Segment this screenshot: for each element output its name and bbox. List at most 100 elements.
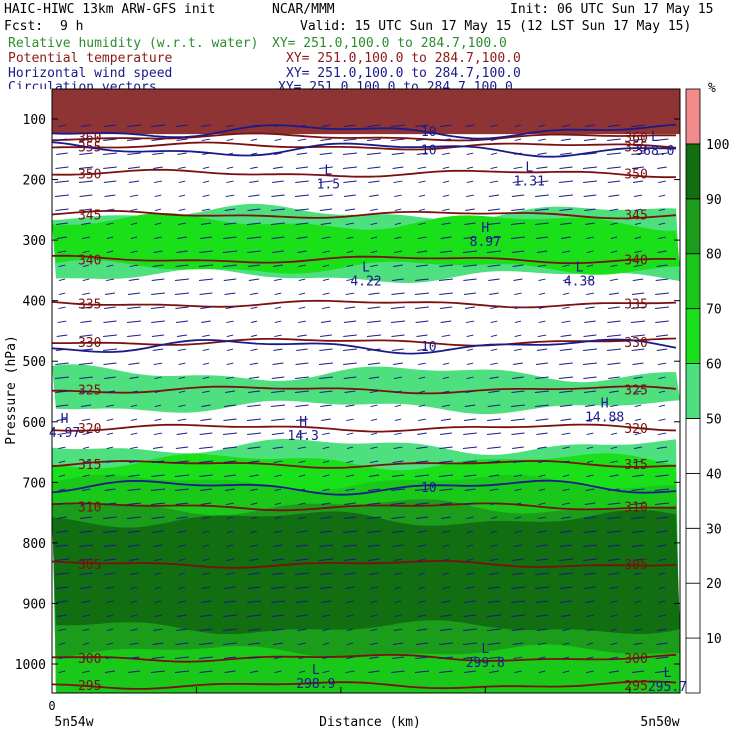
circulation-vector (298, 264, 306, 268)
circulation-vector (225, 376, 235, 380)
circulation-vector (104, 306, 116, 310)
circulation-vector (130, 236, 138, 240)
circulation-vector (634, 432, 642, 436)
y-tick-label: 1000 (15, 658, 46, 673)
extremum-value: 368.0 (635, 144, 674, 159)
circulation-vector (610, 642, 618, 646)
circulation-vector (442, 376, 450, 380)
wind-contour-10 (52, 338, 677, 355)
circulation-vector (154, 194, 162, 198)
valid-time: Valid: 15 UTC Sun 17 May 15 (12 LST Sun … (300, 19, 692, 34)
circulation-vector (464, 600, 476, 604)
circulation-vector (490, 320, 498, 324)
circulation-vector (538, 292, 546, 296)
circulation-vector (442, 558, 450, 562)
circulation-vector (345, 474, 355, 478)
circulation-vector (391, 306, 405, 310)
circulation-vector (511, 208, 525, 212)
circulation-vector (272, 250, 284, 254)
circulation-vector (607, 180, 621, 184)
circulation-vector (273, 166, 283, 170)
circulation-vector (54, 376, 70, 380)
colorbar-tick-label: 60 (706, 358, 722, 373)
circulation-vector (152, 446, 164, 450)
circulation-vector (418, 376, 426, 380)
circulation-vector (631, 334, 645, 338)
circulation-vector (55, 558, 69, 562)
circulation-vector (442, 586, 450, 590)
circulation-vector (607, 124, 621, 128)
circulation-vector (270, 404, 286, 408)
circulation-vector (606, 530, 622, 534)
colorbar-segment (685, 637, 701, 694)
circulation-vector (176, 250, 188, 254)
circulation-vector (129, 460, 139, 464)
circulation-vector (514, 334, 522, 338)
fcst-label: Fcst: (4, 19, 44, 34)
circulation-vector (55, 180, 69, 184)
circulation-vector (631, 348, 645, 352)
circulation-vector (584, 586, 596, 590)
circulation-vector (271, 418, 285, 422)
circulation-vector (128, 362, 140, 366)
circulation-vector (151, 656, 165, 660)
colorbar-tick-label: 90 (706, 193, 722, 208)
circulation-vector (367, 544, 381, 548)
circulation-vector (392, 642, 404, 646)
circulation-vector (271, 222, 285, 226)
circulation-vector (657, 432, 667, 436)
circulation-vector (345, 600, 355, 604)
circulation-vector (82, 614, 90, 618)
circulation-vector (318, 362, 334, 366)
field-name-circ: Circulation vectors (8, 80, 157, 89)
circulation-vector (416, 446, 428, 450)
circulation-vector (344, 194, 356, 198)
circulation-vector (655, 474, 669, 478)
circulation-vector (658, 180, 666, 184)
circulation-vector (249, 292, 259, 296)
circulation-vector (249, 670, 259, 674)
circulation-vector (370, 250, 378, 254)
circulation-vector (438, 460, 454, 464)
circulation-vector (56, 334, 68, 338)
circulation-vector (175, 278, 189, 282)
extremum-value: 298.9 (296, 677, 335, 692)
circulation-vector (418, 194, 426, 198)
circulation-vector (129, 264, 139, 268)
circulation-vector (582, 362, 598, 366)
circulation-vector (463, 628, 477, 632)
theta-contour-355 (52, 141, 677, 151)
circulation-vector (270, 586, 286, 590)
circulation-vector (342, 166, 358, 170)
circulation-vector (368, 670, 380, 674)
circulation-vector (130, 614, 138, 618)
circulation-vector (486, 614, 502, 618)
circulation-vector (202, 530, 210, 534)
circulation-vector (562, 642, 570, 646)
circulation-vector (246, 418, 262, 422)
circulation-vector (512, 180, 524, 184)
circulation-vector (106, 418, 114, 422)
y-tick-label: 400 (23, 295, 46, 310)
circulation-vector (535, 236, 549, 240)
circulation-vector (103, 124, 117, 128)
circulation-vector (319, 544, 333, 548)
circulation-vector (126, 516, 142, 520)
circulation-vector (106, 642, 114, 646)
circulation-vector (656, 642, 668, 646)
circulation-vector (584, 404, 596, 408)
circulation-vector (154, 418, 162, 422)
theta-contour-345 (52, 209, 677, 220)
circulation-vector (562, 306, 570, 310)
circulation-vector (297, 334, 307, 338)
circulation-vector (466, 516, 474, 520)
circulation-vector (224, 670, 236, 674)
circulation-vector (513, 544, 523, 548)
circulation-vector (81, 222, 91, 226)
circulation-vector (345, 404, 355, 408)
circulation-vector (296, 236, 308, 240)
y-tick-label: 100 (23, 113, 46, 128)
circulation-vector (441, 152, 451, 156)
circulation-vector (632, 278, 644, 282)
circulation-vector (490, 502, 498, 506)
